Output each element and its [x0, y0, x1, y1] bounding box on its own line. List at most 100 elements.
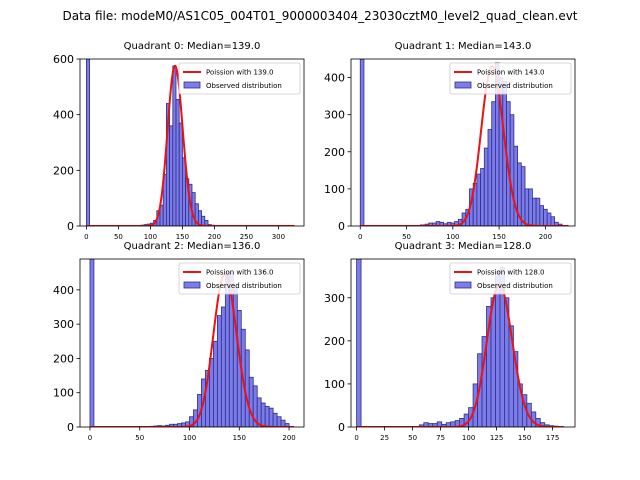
- y-tick-label: 200: [324, 146, 345, 159]
- legend-hist-label: Observed distribution: [477, 282, 553, 290]
- y-tick-label: 0: [67, 421, 74, 434]
- y-tick-label: 0: [338, 421, 345, 434]
- histogram-bar: [224, 272, 230, 427]
- histogram-bar: [244, 349, 250, 427]
- histogram-bar: [495, 271, 501, 427]
- histogram-bar: [272, 412, 278, 427]
- x-tick-label: 0: [358, 233, 362, 241]
- histogram-bar: [356, 259, 362, 427]
- histogram-bar: [528, 188, 533, 226]
- x-tick-label: 150: [233, 434, 246, 442]
- histogram-bar: [487, 129, 493, 226]
- histogram-bar: [284, 423, 290, 427]
- legend-hist-swatch: [183, 281, 201, 289]
- histogram-bar: [178, 122, 183, 226]
- histogram-bar: [524, 188, 530, 226]
- x-tick-label: 50: [402, 233, 411, 241]
- legend-fit-label: Poission with 143.0: [477, 69, 545, 77]
- histogram-bar: [550, 216, 556, 226]
- histogram-bar: [490, 297, 496, 427]
- quadrant-1-bars: [359, 59, 569, 226]
- x-tick-label: 100: [446, 233, 459, 241]
- quadrant-2-legend: Poission with 136.0 Observed distribution: [178, 262, 301, 295]
- y-tick-label: 200: [53, 352, 74, 365]
- x-tick-label: 150: [176, 233, 189, 241]
- histogram-bar: [543, 208, 548, 226]
- histogram-bar: [175, 98, 180, 226]
- x-tick-label: 0: [354, 434, 358, 442]
- histogram-bar: [509, 114, 515, 226]
- legend-box: [178, 62, 301, 95]
- histogram-bar: [491, 101, 496, 226]
- histogram-bar: [280, 419, 286, 427]
- y-tick-label: 200: [53, 164, 74, 177]
- x-tick-label: 200: [282, 434, 295, 442]
- legend-hist-label: Observed distribution: [477, 82, 553, 90]
- quadrant-3-bars: [356, 259, 564, 427]
- y-tick-label: 0: [338, 220, 345, 233]
- legend-box: [178, 262, 301, 295]
- legend-fit-label: Poission with 139.0: [206, 69, 274, 77]
- x-tick-label: 100: [462, 434, 475, 442]
- quadrant-2-frame: [79, 258, 305, 428]
- y-tick-label: 600: [53, 53, 74, 66]
- histogram-bar: [86, 59, 91, 226]
- x-tick-label: 50: [408, 434, 417, 442]
- x-tick-label: 200: [208, 233, 221, 241]
- x-tick-label: 50: [114, 233, 123, 241]
- legend-hist-label: Observed distribution: [206, 82, 282, 90]
- quadrant-1-chart: Quadrant 1: Median=143.0 0 50 100 150 200 0 100…: [324, 41, 576, 241]
- legend-box: [449, 62, 572, 95]
- quadrant-0-bars: [86, 59, 295, 226]
- y-tick-label: 300: [324, 292, 345, 305]
- quadrant-0-frame: [79, 58, 305, 227]
- x-tick-label: 125: [490, 434, 503, 442]
- histogram-bar: [213, 340, 218, 427]
- poisson-fit-line: [86, 64, 295, 226]
- y-tick-label: 100: [324, 378, 345, 391]
- x-tick-label: 75: [436, 434, 445, 442]
- histogram-bar: [359, 59, 365, 226]
- histogram-bar: [172, 65, 177, 226]
- x-tick-label: 100: [144, 233, 157, 241]
- x-tick-label: 0: [84, 233, 88, 241]
- y-tick-label: 100: [324, 183, 345, 196]
- histogram-bar: [169, 125, 174, 226]
- legend-hist-swatch: [454, 81, 472, 89]
- y-tick-label: 0: [67, 220, 74, 233]
- histogram-bar: [264, 406, 270, 427]
- poisson-fit-line: [89, 273, 295, 427]
- histogram-bar: [480, 168, 485, 226]
- histogram-bar: [535, 197, 541, 226]
- legend-fit-label: Poission with 128.0: [477, 269, 545, 277]
- x-tick-label: 50: [135, 434, 144, 442]
- quadrant-0-legend: Poission with 139.0 Observed distribution: [178, 62, 301, 95]
- histogram-bar: [204, 220, 209, 226]
- x-tick-label: 150: [518, 434, 531, 442]
- x-tick-label: 175: [546, 434, 559, 442]
- poisson-fit-line: [356, 283, 564, 427]
- y-tick-label: 100: [53, 387, 74, 400]
- quadrant-0-title: Quadrant 0: Median=139.0: [124, 41, 261, 52]
- y-tick-label: 300: [53, 318, 74, 331]
- quadrant-3-title: Quadrant 3: Median=128.0: [395, 241, 532, 252]
- quadrant-0-chart: Quadrant 0: Median=139.0 0 50 100 150 200 250 3…: [53, 41, 305, 241]
- quadrant-2-title: Quadrant 2: Median=136.0: [124, 241, 261, 252]
- y-tick-label: 400: [53, 284, 74, 297]
- histogram-bar: [248, 376, 254, 427]
- x-tick-label: 150: [492, 233, 505, 241]
- quadrant-3-chart: Quadrant 3: Median=128.0 0 25 50 75 100 125 150…: [324, 241, 576, 442]
- quadrant-3-legend: Poission with 128.0 Observed distribution: [449, 262, 572, 295]
- legend-box: [449, 262, 572, 295]
- histogram-bar: [268, 407, 274, 427]
- figure-title: Data file: modeM0/AS1C05_004T01_90000034…: [62, 9, 578, 23]
- quadrant-2-chart: Quadrant 2: Median=136.0 0 50 100 150 200 0 100…: [53, 241, 305, 442]
- quadrant-1-legend: Poission with 143.0 Observed distribution: [449, 62, 572, 95]
- histogram-bar: [520, 166, 526, 226]
- quadrant-3-frame: [350, 258, 576, 428]
- histogram-bar: [476, 173, 481, 226]
- x-tick-label: 0: [88, 434, 92, 442]
- x-tick-label: 25: [380, 434, 389, 442]
- histogram-bar: [532, 197, 537, 226]
